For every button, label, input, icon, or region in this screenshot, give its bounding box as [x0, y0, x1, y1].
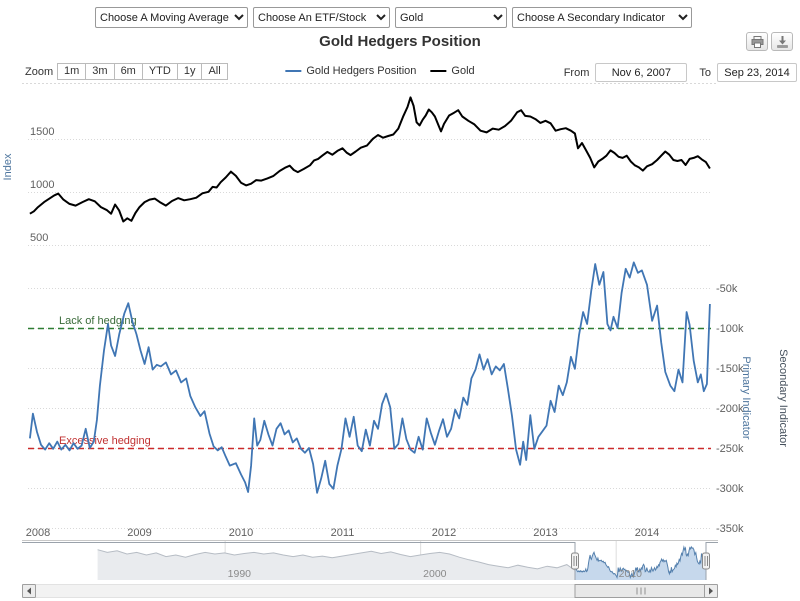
legend-label-hedgers: Gold Hedgers Position — [306, 65, 417, 77]
x-tick-label: 2010 — [229, 527, 253, 539]
to-label: To — [699, 66, 711, 79]
print-button[interactable] — [746, 32, 768, 51]
hedgers-tick-label: -350k — [716, 523, 744, 535]
page-title: Gold Hedgers Position — [319, 33, 481, 50]
secondary-indicator-axis-title: Secondary Indicator — [777, 349, 789, 447]
scrollbar-left-button[interactable] — [22, 584, 36, 598]
scroll-right-arrow-icon — [709, 587, 713, 595]
zoom-button-group: 1m 3m 6m YTD 1y All — [57, 63, 228, 80]
x-tick-label: 2013 — [533, 527, 557, 539]
legend-item-hedgers[interactable]: Gold Hedgers Position — [285, 65, 416, 77]
x-tick-label: 2011 — [331, 527, 355, 539]
hedgers-tick-label: -200k — [716, 403, 744, 415]
navigator-area-selected — [575, 546, 706, 580]
navigator-right-handle[interactable] — [701, 552, 710, 570]
zoom-button-all[interactable]: All — [201, 63, 228, 80]
x-tick-label: 2014 — [635, 527, 659, 539]
navigator-year-label: 2010 — [619, 568, 643, 580]
navigator-left-handle[interactable] — [571, 552, 579, 570]
zoom-button-1m[interactable]: 1m — [57, 63, 87, 80]
legend-label-gold: Gold — [451, 65, 475, 77]
x-tick-label: 2012 — [432, 527, 456, 539]
dropdown-moving-average[interactable]: Choose A Moving Average — [95, 7, 248, 28]
price-tick-label: 500 — [30, 232, 48, 244]
price-tick-label: 1500 — [30, 126, 54, 138]
gold-series-line — [29, 96, 711, 223]
dropdown-etf-stock[interactable]: Choose An ETF/Stock — [253, 7, 390, 28]
x-tick-label: 2008 — [26, 527, 50, 539]
dropdown-symbol[interactable]: Gold — [395, 7, 507, 28]
legend-swatch-hedgers — [285, 70, 302, 72]
print-icon — [751, 35, 763, 48]
hedgers-tick-label: -100k — [716, 323, 744, 335]
hedgers-tick-label: -300k — [716, 483, 744, 495]
navigator-area-unselected — [97, 549, 575, 580]
primary-indicator-axis-title: Primary Indicator — [740, 356, 752, 439]
zoom-button-6m[interactable]: 6m — [113, 63, 143, 80]
dropdown-secondary-indicator[interactable]: Choose A Secondary Indicator — [512, 7, 692, 28]
navigator-year-label: 1990 — [228, 568, 252, 580]
chart-legend: Gold Hedgers Position Gold — [285, 65, 475, 77]
to-date-input[interactable] — [717, 63, 797, 82]
hedgers-series-line — [29, 261, 711, 494]
scrollbar-right-button[interactable] — [704, 584, 718, 598]
price-axis-title: Index — [2, 153, 14, 180]
zoom-button-3m[interactable]: 3m — [85, 63, 115, 80]
navigator-year-label: 2000 — [423, 568, 447, 580]
hedgers-tick-label: -250k — [716, 443, 744, 455]
legend-item-gold[interactable]: Gold — [430, 65, 475, 77]
from-date-input[interactable] — [595, 63, 688, 82]
navigator-line-unselected — [97, 549, 575, 571]
hedgers-tick-label: -150k — [716, 363, 744, 375]
zoom-label: Zoom — [25, 66, 54, 78]
from-label: From — [563, 66, 590, 79]
navigator-line-selected — [575, 545, 706, 580]
hedgers-tick-label: -50k — [716, 283, 738, 295]
price-tick-label: 1000 — [30, 179, 54, 191]
x-tick-label: 2009 — [127, 527, 151, 539]
download-icon — [776, 35, 788, 48]
scrollbar-thumb[interactable] — [574, 584, 707, 598]
scroll-left-arrow-icon — [27, 587, 31, 595]
download-button[interactable] — [771, 32, 793, 51]
dropdown-row: Choose A Moving Average Choose An ETF/St… — [0, 0, 800, 30]
date-range-group: From To — [564, 63, 797, 82]
legend-swatch-gold — [430, 70, 447, 72]
threshold-label: Lack of hedging — [59, 315, 137, 327]
zoom-button-ytd[interactable]: YTD — [141, 63, 178, 80]
